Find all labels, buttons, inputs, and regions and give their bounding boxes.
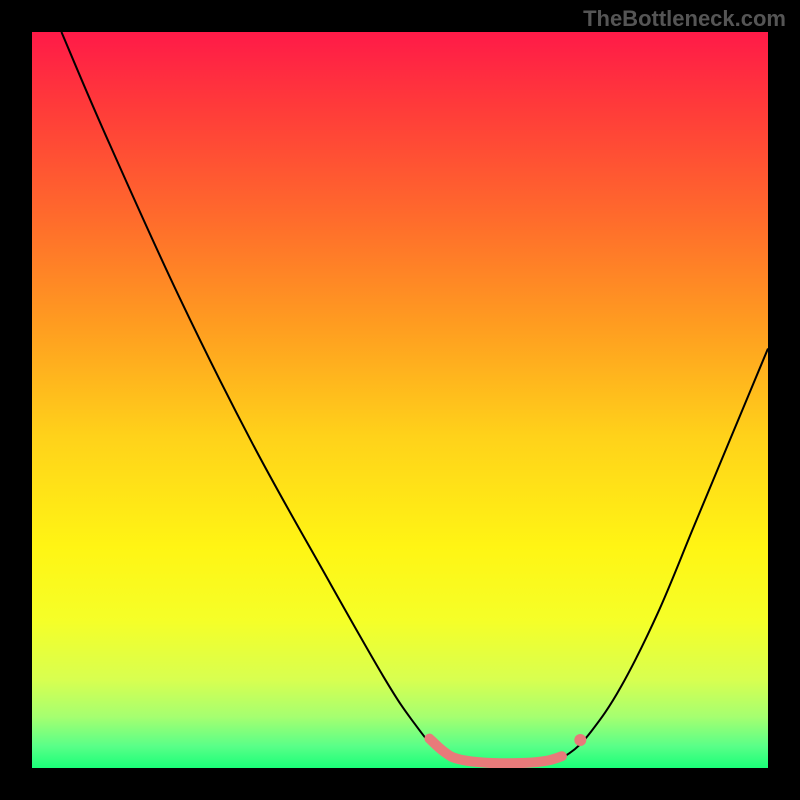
- chart-container: TheBottleneck.com: [0, 0, 800, 800]
- watermark-text: TheBottleneck.com: [583, 6, 786, 32]
- plot-gradient-background: [32, 32, 768, 768]
- plot-area: [32, 32, 768, 768]
